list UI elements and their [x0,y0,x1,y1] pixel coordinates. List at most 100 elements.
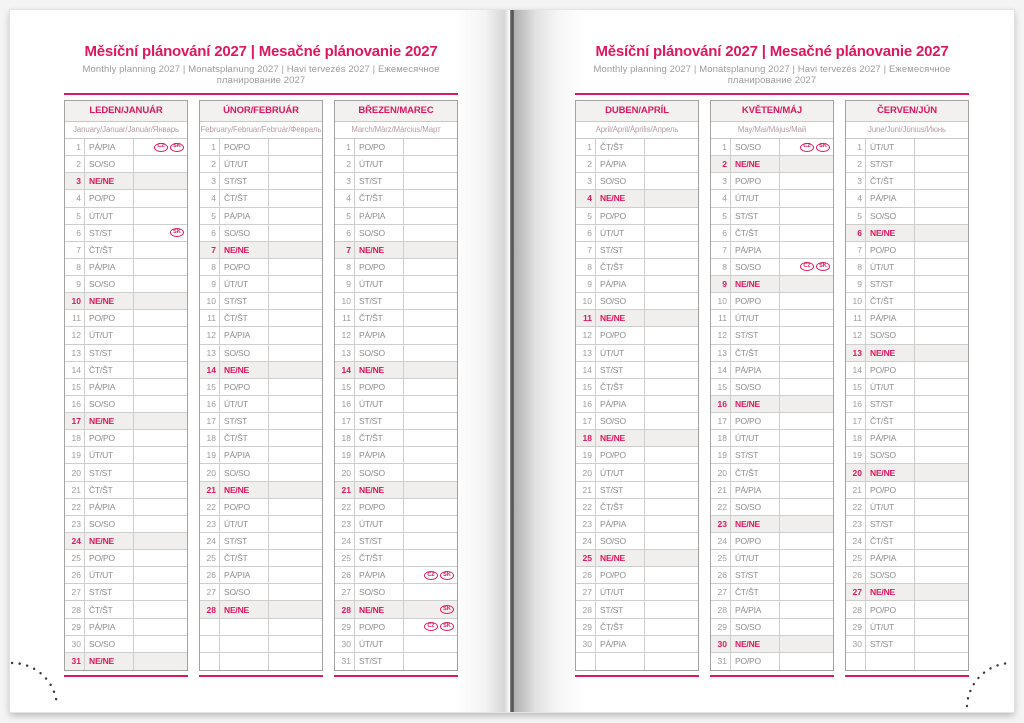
month-subtitle: April/April/Április/Апрель [576,122,698,139]
day-number: 6 [576,224,596,241]
day-abbrev: PO/PO [866,241,915,258]
month-calendar: ČERVEN/JÚN June/Juni/Június/Июнь 1 ÚT/UT 2 ST… [845,100,969,677]
day-note-cell [269,413,322,429]
day-abbrev: PÁ/PIA [731,361,780,378]
day-number: 1 [846,139,866,156]
day-number: 25 [711,550,731,567]
day-abbrev: PÁ/PIA [85,139,134,156]
day-note-cell [134,499,187,515]
day-abbrev: NE/NE [596,190,645,207]
day-note-cell [404,516,457,532]
day-number: 3 [65,173,85,190]
day-note-cell [269,362,322,378]
day-note-cell [780,345,833,361]
day-row: 12 PÁ/PIA [200,327,322,345]
day-note-cell [915,293,968,309]
day-note-cell [780,550,833,566]
day-row: 4 ČT/ŠT [335,190,457,208]
day-number: 9 [576,276,596,293]
month-calendar: LEDEN/JANUÁR January/Januar/Január/Январь… [64,100,188,677]
day-abbrev: ST/ST [596,241,645,258]
day-row: 9 SO/SO [65,276,187,294]
day-abbrev: ČT/ŠT [731,344,780,361]
day-number: 12 [200,327,220,344]
holiday-badge-cz: CZ [154,142,168,152]
day-number: 31 [335,652,355,670]
day-note-cell [404,259,457,275]
day-note-cell: CZ SK [780,139,833,155]
tear-off-corner-perforation [965,661,1014,708]
day-note-cell [269,310,322,326]
day-abbrev: ÚT/UT [85,207,134,224]
day-abbrev: ČT/ŠT [355,430,404,447]
day-row: 15 SO/SO [711,378,833,396]
day-abbrev: ST/ST [731,567,780,584]
day-row: 9 ÚT/UT [335,276,457,294]
day-abbrev: NE/NE [220,241,269,258]
day-note-cell [404,293,457,309]
day-number [200,635,220,652]
day-number: 29 [335,618,355,635]
day-abbrev: ČT/ŠT [85,601,134,618]
day-row: 22 PO/PO [335,498,457,516]
day-abbrev: ST/ST [866,395,915,413]
day-note-cell [134,447,187,463]
day-abbrev: SO/SO [596,413,645,430]
day-note-cell [780,173,833,189]
day-number: 21 [200,481,220,498]
day-number: 12 [711,327,731,344]
day-abbrev: NE/NE [220,361,269,378]
day-row: 18 NE/NE [576,430,698,448]
day-row: 27 ČT/ŠT [711,584,833,602]
day-number: 16 [576,395,596,413]
day-number: 22 [335,498,355,515]
day-number: 17 [200,413,220,430]
day-number: 13 [846,344,866,361]
day-row: 29 PO/PO CZ SK [335,618,457,636]
day-abbrev: NE/NE [85,652,134,670]
day-note-cell [780,362,833,378]
day-row: 10 ČT/ŠT [846,293,968,311]
day-abbrev: ČT/ŠT [731,464,780,481]
day-row: 12 ST/ST [711,327,833,345]
day-abbrev: ÚT/UT [220,515,269,532]
day-number: 21 [65,481,85,498]
day-note-cell [134,482,187,498]
day-abbrev: PÁ/PIA [596,276,645,293]
day-abbrev: SO/SO [85,156,134,173]
day-abbrev: PO/PO [731,293,780,310]
day-number: 2 [335,156,355,173]
day-abbrev: SO/SO [731,618,780,635]
day-number: 25 [846,550,866,567]
day-row: 17 PO/PO [711,413,833,431]
day-number: 15 [846,378,866,395]
month-underline [710,675,834,677]
day-number: 14 [711,361,731,378]
month-name: DUBEN/APRÍL [576,101,698,122]
day-number: 18 [200,430,220,447]
day-number: 12 [65,327,85,344]
day-number: 10 [65,293,85,310]
day-row: 28 PÁ/PIA [711,601,833,619]
day-row: 21 ČT/ŠT [65,481,187,499]
day-abbrev: SO/SO [85,395,134,413]
day-number: 31 [65,652,85,670]
day-row: 6 ÚT/UT [576,224,698,242]
day-abbrev: SO/SO [866,207,915,224]
day-abbrev: PO/PO [596,207,645,224]
day-abbrev: SO/SO [731,378,780,395]
day-note-cell [780,276,833,292]
day-row: 5 ÚT/UT [65,207,187,225]
day-abbrev: NE/NE [731,635,780,652]
day-number: 18 [846,430,866,447]
day-row: 31 PO/PO [711,652,833,670]
day-note-cell [780,619,833,635]
day-abbrev: PO/PO [355,258,404,276]
day-number: 13 [335,344,355,361]
day-note-cell [645,567,698,583]
day-row: 24 NE/NE [65,532,187,551]
day-abbrev: SO/SO [85,276,134,293]
day-note-cell [269,293,322,309]
day-number: 15 [200,378,220,395]
day-number: 23 [576,515,596,532]
